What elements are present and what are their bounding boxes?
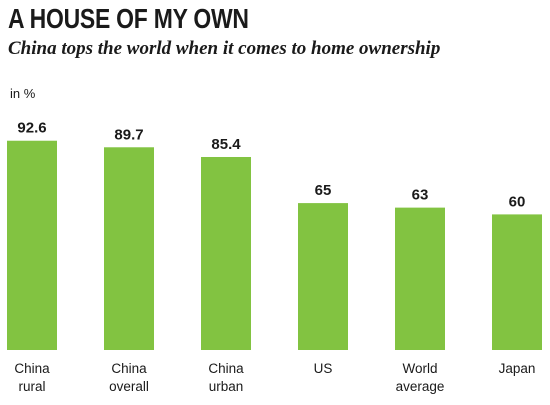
value-labels-group: 92.6 89.7 85.4 65 63 60 bbox=[17, 120, 525, 211]
bar-1 bbox=[104, 147, 154, 350]
bar-5 bbox=[492, 214, 542, 350]
category-label-1: China overall bbox=[109, 361, 149, 394]
category-label-line: China bbox=[208, 361, 244, 376]
category-label-line: rural bbox=[18, 379, 45, 394]
bars-group bbox=[7, 140, 542, 350]
category-label-line: China bbox=[111, 361, 147, 376]
category-label-line: urban bbox=[209, 379, 244, 394]
value-label-2: 85.4 bbox=[211, 136, 241, 153]
bar-4 bbox=[395, 207, 445, 350]
chart-subtitle: China tops the world when it comes to ho… bbox=[8, 38, 441, 59]
category-label-line: average bbox=[396, 379, 445, 394]
bar-0 bbox=[7, 140, 57, 350]
value-label-3: 65 bbox=[315, 182, 332, 199]
category-label-4: World average bbox=[396, 361, 445, 394]
category-label-line: China bbox=[14, 361, 50, 376]
category-label-line: World bbox=[402, 361, 437, 376]
category-label-line: US bbox=[314, 361, 333, 376]
value-label-1: 89.7 bbox=[114, 126, 143, 143]
category-label-3: US bbox=[314, 361, 333, 376]
category-label-line: overall bbox=[109, 379, 149, 394]
bar-3 bbox=[298, 203, 348, 350]
value-label-0: 92.6 bbox=[17, 120, 46, 137]
category-label-2: China urban bbox=[208, 361, 244, 394]
chart-title: A HOUSE OF MY OWN bbox=[8, 3, 249, 34]
category-label-line: Japan bbox=[499, 361, 536, 376]
category-label-0: China rural bbox=[14, 361, 50, 394]
category-labels-group: China rural China overall China urban US World a… bbox=[14, 361, 535, 394]
bar-2 bbox=[201, 156, 251, 350]
value-label-4: 63 bbox=[412, 187, 429, 204]
unit-label: in % bbox=[10, 86, 36, 101]
category-label-5: Japan bbox=[499, 361, 536, 376]
value-label-5: 60 bbox=[509, 193, 526, 210]
